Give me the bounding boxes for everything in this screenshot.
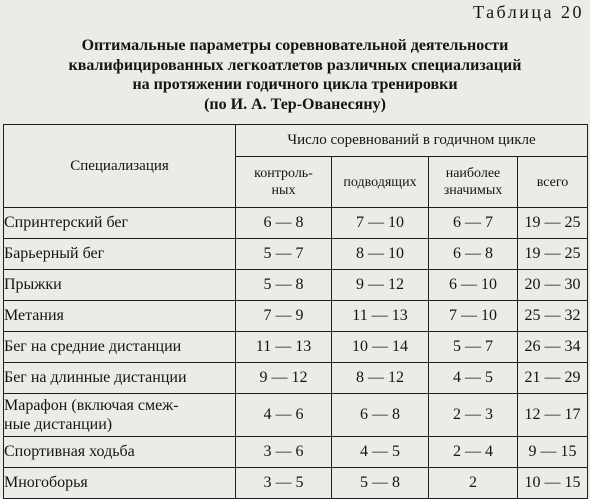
value-cell: 6 — 7	[428, 207, 518, 239]
value-cell: 6 — 8	[331, 393, 429, 437]
competition-table: Специализация Число соревнований в годич…	[3, 124, 589, 499]
value-cell: 7 — 10	[331, 207, 429, 239]
column-header-line: наиболее	[445, 166, 501, 181]
value-cell: 2 — 3	[428, 393, 518, 437]
value-cell: 9 — 12	[235, 362, 332, 394]
column-header-control: контроль- ных	[235, 156, 332, 208]
value-cell: 11 — 13	[331, 300, 429, 332]
value-cell: 5 — 7	[428, 331, 518, 363]
specialization-cell: Марафон (включая смеж-ные дистанции)	[3, 393, 236, 437]
value-cell: 2	[428, 467, 518, 499]
value-cell: 10 — 14	[331, 331, 429, 363]
value-cell: 9 — 12	[331, 269, 429, 301]
column-header-most-important: наиболее значимых	[428, 156, 518, 208]
column-header-line: подводящих	[343, 174, 417, 190]
value-cell: 4 — 5	[428, 362, 518, 394]
specialization-name: Спортивная ходьба	[4, 443, 135, 460]
specialization-cell: Прыжки	[3, 269, 236, 301]
value-cell: 3 — 5	[235, 467, 332, 499]
specialization-name: Спринтерский бег	[4, 214, 129, 231]
specialization-cell: Спринтерский бег	[3, 207, 236, 239]
caption-line: на протяжении годичного цикла тренировки	[132, 76, 458, 93]
column-header-line: ных	[271, 183, 296, 198]
specialization-cell: Многоборья	[3, 467, 236, 499]
table-row: Бег на длинные дистанции 9 — 12 8 — 12 4 — …	[3, 362, 589, 394]
column-header-line: значимых	[443, 183, 503, 198]
caption-line: (по И. А. Тер-Ованесяну)	[204, 95, 386, 113]
table-caption: Оптимальные параметры соревновательной д…	[0, 36, 590, 114]
value-cell: 8 — 10	[331, 238, 429, 270]
value-cell: 12 — 17	[516, 393, 589, 437]
value-cell: 19 — 25	[516, 238, 589, 270]
value-cell: 21 — 29	[516, 362, 589, 394]
competitions-group-header: Число соревнований в годичном цикле	[234, 124, 589, 157]
value-cell: 6 — 8	[235, 207, 332, 239]
specialization-name: Метания	[4, 307, 64, 324]
value-cell: 2 — 4	[428, 436, 518, 468]
table-row: Марафон (включая смеж-ные дистанции) 4 — …	[3, 393, 589, 437]
value-cell: 5 — 7	[235, 238, 332, 270]
value-cell: 19 — 25	[516, 207, 589, 239]
caption-line: квалифицированных легкоатлетов различных…	[68, 56, 522, 74]
column-header-lead-up: подводящих	[331, 156, 429, 208]
value-cell: 6 — 10	[428, 269, 518, 301]
caption-line: Оптимальные параметры соревновательной д…	[81, 37, 509, 54]
column-header-line: контроль-	[254, 166, 313, 181]
value-cell: 4 — 5	[331, 436, 429, 468]
specialization-cell: Бег на средние дистанции	[3, 331, 236, 363]
value-cell: 25 — 32	[516, 300, 589, 332]
value-cell: 4 — 6	[235, 393, 332, 437]
specialization-cell: Спортивная ходьба	[3, 436, 236, 468]
value-cell: 8 — 12	[331, 362, 429, 394]
table-row: Бег на средние дистанции 11 — 13 10 — 14 5 …	[3, 331, 589, 363]
specialization-name: Барьерный бег	[4, 245, 105, 262]
specialization-name: Многоборья	[4, 474, 88, 491]
value-cell: 10 — 15	[516, 467, 589, 499]
value-cell: 5 — 8	[235, 269, 332, 301]
value-cell: 3 — 6	[235, 436, 332, 468]
specialization-cell: Метания	[3, 300, 236, 332]
value-cell: 7 — 10	[428, 300, 518, 332]
specialization-cell: Бег на длинные дистанции	[3, 362, 236, 394]
specialization-name: Марафон (включая смеж-	[4, 397, 179, 414]
table-row: Метания 7 — 9 11 — 13 7 — 10 25 — 32	[3, 300, 589, 332]
value-cell: 6 — 8	[428, 238, 518, 270]
value-cell: 20 — 30	[516, 269, 589, 301]
value-cell: 11 — 13	[235, 331, 332, 363]
specialization-name: Прыжки	[4, 276, 62, 293]
specialization-header: Специализация	[3, 124, 236, 208]
value-cell: 26 — 34	[516, 331, 589, 363]
value-cell: 5 — 8	[331, 467, 429, 499]
value-cell: 7 — 9	[235, 300, 332, 332]
specialization-name: ные дистанции)	[4, 416, 113, 433]
specialization-name: Бег на длинные дистанции	[4, 369, 187, 386]
specialization-name: Бег на средние дистанции	[4, 338, 182, 355]
specialization-cell: Барьерный бег	[3, 238, 236, 270]
value-cell: 9 — 15	[516, 436, 589, 468]
column-header-total: всего	[516, 156, 589, 208]
table-number-label: Таблица 20	[473, 2, 584, 22]
column-header-line: всего	[536, 174, 569, 190]
